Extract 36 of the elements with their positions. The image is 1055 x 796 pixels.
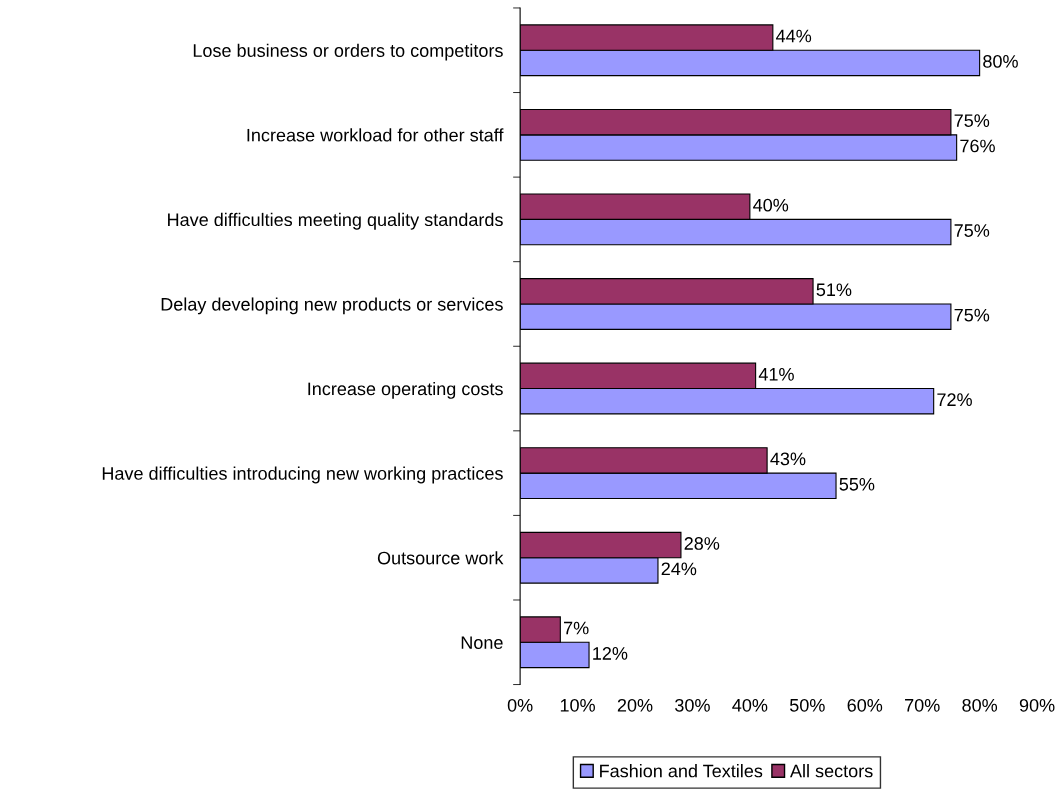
x-tick-label: 10% — [560, 698, 595, 712]
data-label: 40% — [753, 198, 789, 212]
legend-label: Fashion and Textiles — [600, 764, 763, 778]
y-tick-label: Increase operating costs — [308, 382, 503, 399]
data-label: 43% — [770, 452, 806, 466]
data-label: 75% — [954, 308, 990, 322]
y-tick-label: Outsource work — [377, 551, 504, 565]
data-label: 80% — [983, 54, 1018, 68]
data-label: 12% — [593, 647, 628, 660]
data-label: 55% — [839, 477, 875, 491]
data-label: 72% — [937, 393, 972, 407]
y-tick-label: Increase workload for other staff — [247, 128, 504, 142]
data-label: 75% — [954, 224, 990, 237]
data-label: 76% — [960, 139, 995, 153]
x-tick-label: 70% — [905, 698, 940, 712]
data-label: 75% — [954, 114, 990, 127]
x-tick-label: 0% — [507, 698, 533, 712]
x-tick-label: 90% — [1019, 698, 1055, 712]
x-tick-label: 40% — [732, 698, 768, 712]
y-tick-label: Have difficulties introducing new working practices — [102, 466, 503, 484]
data-label: 24% — [661, 562, 697, 576]
y-tick-label: None — [461, 636, 503, 649]
data-label: 7% — [564, 621, 589, 635]
data-label: 41% — [758, 368, 794, 381]
data-label: 51% — [816, 283, 852, 297]
y-tick-label: Delay developing new products or services — [161, 297, 503, 315]
x-tick-label: 60% — [847, 698, 883, 712]
data-label: 28% — [684, 537, 720, 550]
y-tick-label: Lose business or orders to competitors — [193, 43, 503, 61]
y-tick-label: Have difficulties meeting quality standards — [168, 212, 503, 230]
data-label: 44% — [776, 29, 812, 43]
x-tick-label: 20% — [617, 698, 653, 712]
x-tick-label: 50% — [789, 698, 825, 712]
legend-label: All sectors — [789, 764, 873, 778]
x-tick-label: 30% — [675, 698, 710, 712]
x-tick-label: 80% — [962, 698, 998, 712]
